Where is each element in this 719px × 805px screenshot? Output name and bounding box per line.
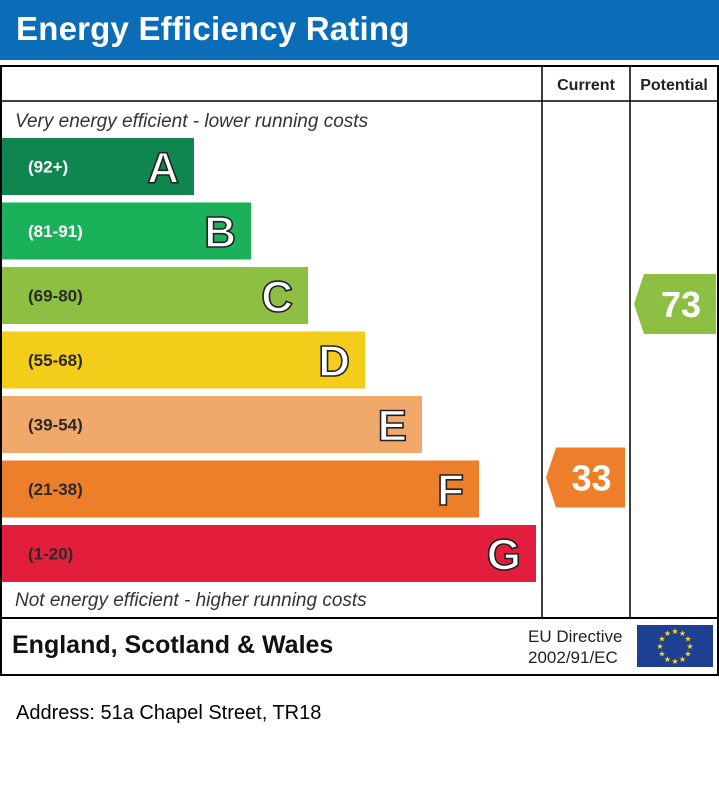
eu-star: ★ [679,629,686,638]
eu-star: ★ [671,627,678,636]
epc-chart: Current Potential Very energy efficient … [0,65,719,676]
eu-star: ★ [671,657,678,666]
band-g: (1-20) G [2,525,536,582]
eu-flag-icon [637,625,713,667]
band-range-label: (69-80) [28,287,83,306]
band-letter: G [487,531,521,580]
band-letter: D [318,337,350,386]
property-address: Address: 51a Chapel Street, TR18 [16,702,322,724]
eu-star: ★ [679,655,686,664]
band-d: (55-68) D [2,331,365,389]
header-bar: Energy Efficiency Rating [0,0,719,60]
band-bar-f [2,460,479,518]
region-label: England, Scotland & Wales [12,631,333,659]
eu-star: ★ [658,650,665,659]
current-rating-arrow: 33 [546,447,625,508]
band-letter: B [204,208,236,257]
top-note: Very energy efficient - lower running co… [15,111,369,132]
eu-star: ★ [684,650,691,659]
eu-directive-line2: 2002/91/EC [528,648,618,667]
band-e: (39-54) E [2,396,422,453]
eu-directive-line1: EU Directive [528,627,622,646]
eu-star: ★ [686,642,693,651]
band-bar-c [2,267,308,324]
potential-rating-arrow-shape [634,274,716,334]
eu-star: ★ [684,635,691,644]
band-f: (21-38) F [2,460,479,518]
band-bar-a [2,138,194,195]
potential-column-header: Potential [640,77,708,94]
rating-bands: (92+) A (81-91) B (69-80) C (55-68) D (39-54) E (2… [2,138,536,582]
band-c: (69-80) C [2,267,308,324]
page-title: Energy Efficiency Rating [16,10,410,47]
eu-star: ★ [656,642,663,651]
rating-arrows: 33 73 [546,274,716,508]
band-range-label: (1-20) [28,545,73,564]
eu-star: ★ [664,629,671,638]
band-range-label: (55-68) [28,351,83,370]
band-range-label: (92+) [28,158,68,177]
current-rating-arrow-value: 33 [571,458,611,499]
band-range-label: (39-54) [28,416,83,435]
band-bar-g [2,525,536,582]
band-b: (81-91) B [2,202,251,260]
eu-stars-icon: ★★★★★★★★★ ★ ★★ [656,627,693,666]
band-letter: A [147,144,179,193]
band-a: (92+) A [2,138,194,195]
band-range-label: (21-38) [28,480,83,499]
band-letter: F [437,466,464,515]
potential-rating-arrow: 73 [634,274,716,334]
current-column-header: Current [557,77,615,94]
eu-star: ★ [664,655,671,664]
bottom-note: Not energy efficient - higher running co… [15,590,367,611]
band-letter: C [261,273,293,322]
eu-star: ★ [658,635,665,644]
band-bar-b [2,202,251,260]
band-bar-e [2,396,422,453]
band-range-label: (81-91) [28,222,83,241]
band-letter: E [378,402,407,451]
current-rating-arrow-shape [546,447,625,508]
potential-rating-arrow-value: 73 [661,284,701,325]
band-bar-d [2,331,365,389]
